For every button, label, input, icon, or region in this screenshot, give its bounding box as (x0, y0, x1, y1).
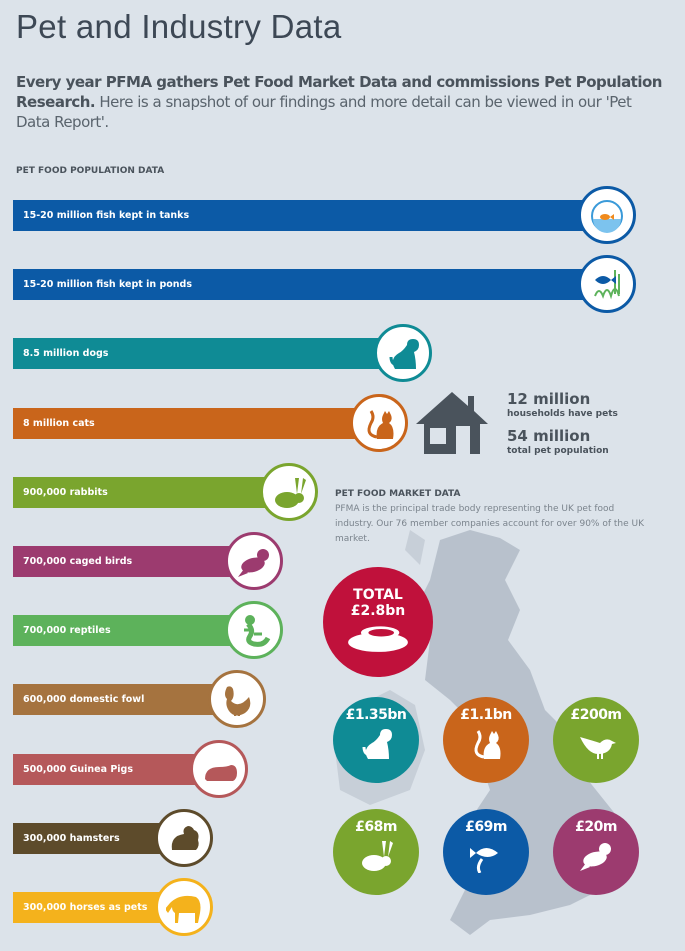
cat-icon (474, 730, 501, 759)
market-segment-badge: £20m (553, 809, 639, 895)
intro-bold: Every year PFMA gathers Pet Food Market … (16, 73, 662, 111)
population-label: 700,000 reptiles (23, 625, 111, 637)
cat-icon (350, 393, 408, 452)
population-bar: 300,000 horses as pets (13, 892, 173, 923)
intro-text: Every year PFMA gathers Pet Food Market … (16, 72, 666, 132)
house-icon (416, 392, 488, 454)
food-bowl-icon (348, 626, 408, 652)
population-label: 600,000 domestic fowl (23, 694, 145, 706)
population-label: 300,000 horses as pets (23, 902, 148, 913)
market-segment-badge: £69m (443, 809, 529, 895)
market-segment-badge: £200m (553, 697, 639, 783)
pet-population-label: total pet population (507, 446, 609, 456)
guinea-pig-icon (190, 739, 248, 798)
population-label: 15-20 million fish kept in tanks (23, 210, 190, 221)
population-bar: 15-20 million fish kept in ponds (13, 269, 596, 301)
total-market-badge: TOTAL £2.8bn (323, 567, 433, 677)
segment-value: £69m (465, 819, 507, 835)
hamster-icon (155, 808, 213, 867)
population-bar: 500,000 Guinea Pigs (13, 753, 208, 785)
population-heading: PET FOOD POPULATION DATA (16, 166, 165, 176)
bird-icon (580, 843, 611, 871)
population-bar: 700,000 reptiles (13, 615, 243, 647)
horse-icon (155, 878, 213, 936)
market-segment-badge: £68m (333, 809, 419, 895)
population-bar: 15-20 million fish kept in tanks (13, 200, 596, 231)
total-value: £2.8bn (350, 603, 406, 619)
segment-value: £200m (570, 707, 622, 723)
population-bar: 600,000 domestic fowl (13, 684, 226, 716)
rabbit-icon (260, 462, 318, 521)
reptile-icon (225, 601, 283, 660)
pond-fish-icon (578, 255, 636, 314)
segment-value: £20m (575, 819, 617, 835)
population-bar: 300,000 hamsters (13, 822, 173, 854)
population-label: 15-20 million fish kept in ponds (23, 279, 193, 291)
population-bar: 700,000 caged birds (13, 546, 243, 577)
market-segment-badge: £1.1bn (443, 697, 529, 783)
population-label: 700,000 caged birds (23, 556, 133, 567)
population-label: 8 million cats (23, 417, 95, 429)
intro-rest: Here is a snapshot of our findings and m… (16, 93, 632, 131)
population-label: 300,000 hamsters (23, 832, 120, 844)
segment-value: £1.35bn (345, 707, 407, 723)
population-bar: 8.5 million dogs (13, 338, 392, 370)
population-label: 500,000 Guinea Pigs (23, 763, 133, 775)
pet-population-count: 54 million (507, 427, 591, 445)
wild-bird-icon (580, 737, 616, 759)
households-count: 12 million (507, 390, 591, 408)
dog-icon (362, 729, 392, 759)
segment-value: £68m (355, 819, 397, 835)
page-title: Pet and Industry Data (16, 8, 342, 45)
market-heading: PET FOOD MARKET DATA (335, 489, 461, 499)
fish-icon (470, 848, 498, 874)
total-label: TOTAL (353, 587, 403, 603)
population-label: 900,000 rabbits (23, 486, 108, 498)
population-label: 8.5 million dogs (23, 348, 109, 360)
market-description: PFMA is the principal trade body represe… (335, 504, 644, 544)
fish-tank-icon (578, 186, 636, 244)
segment-value: £1.1bn (460, 707, 512, 723)
market-segment-badge: £1.35bn (333, 697, 419, 783)
population-bar: 900,000 rabbits (13, 476, 278, 508)
dog-icon (374, 324, 432, 383)
chicken-icon (208, 670, 266, 729)
bird-icon (225, 532, 283, 590)
households-label: households have pets (507, 409, 618, 419)
population-bar: 8 million cats (13, 407, 368, 439)
rabbit-icon (362, 841, 393, 871)
